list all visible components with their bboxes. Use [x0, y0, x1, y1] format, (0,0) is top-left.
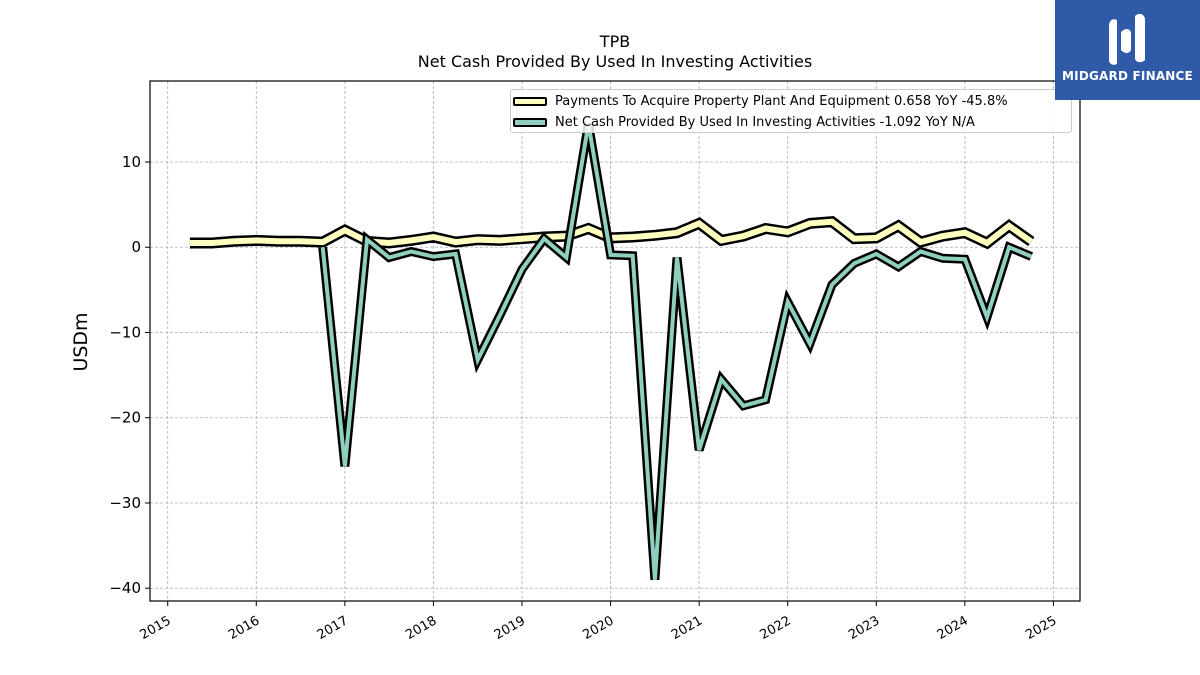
- y-tick-label: 0: [131, 238, 141, 256]
- x-tick-label: 2021: [669, 613, 705, 643]
- chart-title: TPB: [599, 32, 631, 51]
- legend-item-investing: Net Cash Provided By Used In Investing A…: [511, 112, 975, 132]
- x-tick-label: 2025: [1023, 613, 1059, 643]
- y-tick-label: −30: [109, 494, 141, 512]
- logo-mark-icon: [1109, 13, 1145, 65]
- series-line-investing-group: [318, 122, 1034, 581]
- y-axis-label: USDm: [70, 312, 92, 371]
- x-tick-label: 2016: [226, 613, 262, 643]
- y-tick-label: 10: [122, 153, 141, 171]
- logo-text: MIDGARD FINANCE: [1062, 69, 1193, 83]
- x-tick-label: 2024: [935, 613, 971, 643]
- legend: Payments To Acquire Property Plant And E…: [510, 89, 1072, 133]
- x-tick-label: 2019: [492, 613, 528, 643]
- y-tick-label: −20: [109, 409, 141, 427]
- x-tick-label: 2017: [315, 613, 351, 643]
- series-line-investing: [320, 123, 1033, 580]
- plot-frame: [149, 80, 1081, 602]
- grid-layer: [150, 81, 1080, 601]
- brand-logo: MIDGARD FINANCE: [1055, 0, 1200, 100]
- x-tick-label: 2020: [580, 613, 616, 643]
- legend-swatch-investing: [513, 117, 547, 127]
- x-tick-label: 2022: [758, 613, 794, 643]
- series-line-investing-outline: [318, 122, 1034, 581]
- x-tick-label: 2018: [403, 613, 439, 643]
- x-tick-label: 2023: [846, 613, 882, 643]
- x-tick-label: 2015: [138, 613, 174, 643]
- series-layer: [189, 122, 1035, 581]
- legend-item-capex: Payments To Acquire Property Plant And E…: [511, 91, 1008, 111]
- legend-swatch-capex: [513, 96, 547, 106]
- y-tick-label: −40: [109, 579, 141, 597]
- legend-label-investing: Net Cash Provided By Used In Investing A…: [555, 114, 975, 130]
- y-tick-label: −10: [109, 323, 141, 341]
- chart-subtitle: Net Cash Provided By Used In Investing A…: [417, 52, 813, 71]
- legend-label-capex: Payments To Acquire Property Plant And E…: [555, 93, 1008, 109]
